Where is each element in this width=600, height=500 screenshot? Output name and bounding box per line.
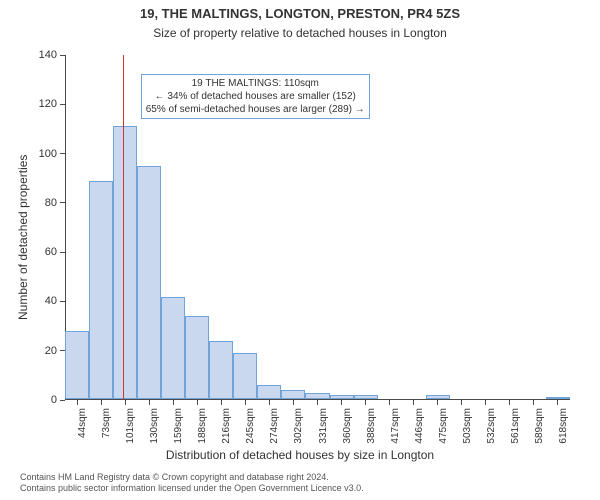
x-tick-mark: [173, 400, 174, 405]
x-tick-mark: [533, 400, 534, 405]
y-tick-mark: [60, 202, 65, 203]
y-tick-label: 120: [39, 98, 57, 110]
x-tick-mark: [221, 400, 222, 405]
histogram-bar: [257, 385, 281, 399]
x-tick-mark: [245, 400, 246, 405]
x-tick-label: 302sqm: [293, 408, 304, 444]
y-tick-label: 60: [45, 246, 57, 258]
y-tick-label: 100: [39, 148, 57, 160]
y-tick-mark: [60, 104, 65, 105]
x-tick-label: 245sqm: [245, 408, 256, 444]
x-tick-label: 274sqm: [269, 408, 280, 444]
attribution-line: Contains HM Land Registry data © Crown c…: [20, 472, 364, 483]
histogram-chart: 19, THE MALTINGS, LONGTON, PRESTON, PR4 …: [0, 0, 600, 500]
histogram-bar: [209, 341, 233, 399]
histogram-bar: [330, 395, 354, 399]
y-tick-label: 80: [45, 197, 57, 209]
histogram-bar: [65, 331, 89, 399]
x-tick-mark: [293, 400, 294, 405]
x-tick-mark: [389, 400, 390, 405]
reference-line: [123, 55, 124, 400]
annotation-line: 65% of semi-detached houses are larger (…: [146, 103, 365, 116]
x-tick-label: 532sqm: [486, 408, 497, 444]
y-tick-label: 40: [45, 295, 57, 307]
histogram-bar: [185, 316, 209, 399]
y-tick-mark: [60, 400, 65, 401]
x-tick-label: 216sqm: [221, 408, 232, 444]
x-tick-label: 589sqm: [534, 408, 545, 444]
x-tick-mark: [125, 400, 126, 405]
x-tick-mark: [413, 400, 414, 405]
histogram-bar: [233, 353, 257, 399]
x-tick-mark: [269, 400, 270, 405]
histogram-bar: [426, 395, 450, 399]
histogram-bar: [354, 395, 378, 399]
y-tick-label: 20: [45, 345, 57, 357]
histogram-bar: [89, 181, 113, 399]
x-tick-mark: [485, 400, 486, 405]
annotation-box: 19 THE MALTINGS: 110sqm← 34% of detached…: [141, 74, 370, 119]
annotation-line: ← 34% of detached houses are smaller (15…: [146, 90, 365, 103]
y-tick-label: 140: [39, 49, 57, 61]
attribution-text: Contains HM Land Registry data © Crown c…: [20, 472, 364, 495]
x-tick-mark: [341, 400, 342, 405]
x-tick-label: 188sqm: [197, 408, 208, 444]
y-tick-mark: [60, 301, 65, 302]
histogram-bar: [137, 166, 161, 399]
x-tick-mark: [77, 400, 78, 405]
histogram-bar: [305, 393, 329, 399]
x-tick-label: 503sqm: [462, 408, 473, 444]
x-tick-mark: [509, 400, 510, 405]
x-tick-label: 331sqm: [318, 408, 329, 444]
x-tick-label: 618sqm: [558, 408, 569, 444]
chart-subtitle: Size of property relative to detached ho…: [0, 26, 600, 40]
y-tick-mark: [60, 252, 65, 253]
x-tick-label: 130sqm: [149, 408, 160, 444]
x-tick-mark: [437, 400, 438, 405]
y-tick-mark: [60, 153, 65, 154]
y-tick-mark: [60, 55, 65, 56]
x-tick-label: 73sqm: [101, 408, 112, 438]
x-tick-mark: [149, 400, 150, 405]
x-tick-label: 475sqm: [438, 408, 449, 444]
x-tick-label: 159sqm: [173, 408, 184, 444]
attribution-line: Contains public sector information licen…: [20, 483, 364, 494]
x-tick-mark: [461, 400, 462, 405]
x-tick-mark: [317, 400, 318, 405]
x-tick-label: 446sqm: [414, 408, 425, 444]
x-tick-label: 101sqm: [125, 408, 136, 444]
histogram-bar: [546, 397, 570, 399]
chart-title: 19, THE MALTINGS, LONGTON, PRESTON, PR4 …: [0, 6, 600, 21]
y-axis-label: Number of detached properties: [16, 155, 30, 320]
x-tick-mark: [197, 400, 198, 405]
x-tick-label: 360sqm: [342, 408, 353, 444]
histogram-bar: [161, 297, 185, 400]
x-tick-label: 388sqm: [366, 408, 377, 444]
y-tick-label: 0: [51, 394, 57, 406]
x-tick-mark: [557, 400, 558, 405]
x-tick-label: 417sqm: [390, 408, 401, 444]
plot-area: 02040608010012014044sqm73sqm101sqm130sqm…: [65, 55, 570, 400]
x-tick-label: 561sqm: [510, 408, 521, 444]
x-tick-label: 44sqm: [77, 408, 88, 438]
annotation-line: 19 THE MALTINGS: 110sqm: [146, 77, 365, 90]
x-tick-mark: [365, 400, 366, 405]
histogram-bar: [281, 390, 305, 399]
histogram-bar: [113, 126, 137, 399]
x-tick-mark: [101, 400, 102, 405]
x-axis-label: Distribution of detached houses by size …: [0, 448, 600, 462]
